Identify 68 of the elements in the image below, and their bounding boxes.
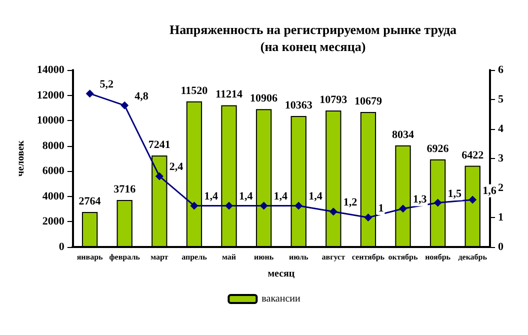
data-label: 1,5 xyxy=(448,188,462,200)
x-tick-label: апрель xyxy=(182,252,208,262)
y2-tick-label: 1 xyxy=(498,212,504,224)
data-label: 11520 xyxy=(180,84,208,97)
y-tick-label: 0 xyxy=(58,241,65,253)
y2-tick-label: 2 xyxy=(498,182,504,194)
y-tick-label: 12000 xyxy=(36,89,65,102)
point xyxy=(399,204,407,213)
data-label: 10363 xyxy=(284,99,313,112)
data-label: 3716 xyxy=(114,184,136,196)
data-label: 5,2 xyxy=(100,78,114,91)
data-label: 1,4 xyxy=(239,190,254,203)
x-tick-label: июнь xyxy=(254,252,274,262)
y2-tick-label: 5 xyxy=(498,94,504,106)
x-tick-label: октябрь xyxy=(388,252,418,262)
data-label: 8034 xyxy=(392,128,414,141)
x-tick-label: январь xyxy=(76,252,104,262)
data-label: 4,8 xyxy=(134,90,149,102)
y-tick-label: 14000 xyxy=(36,64,65,76)
point xyxy=(225,202,233,210)
point xyxy=(260,202,268,210)
x-tick-label: сентябрь xyxy=(352,252,386,262)
y-axis-title: человек xyxy=(16,140,26,177)
data-label: 1,4 xyxy=(308,190,323,203)
point xyxy=(120,101,129,110)
data-label: 1,3 xyxy=(413,194,428,206)
data-label: 6926 xyxy=(426,142,450,155)
data-label: 11214 xyxy=(216,88,243,101)
x-tick-label: ноябрь xyxy=(425,252,452,262)
x-tick-label: декабрь xyxy=(458,252,488,262)
data-label: 2764 xyxy=(78,196,102,208)
y-tick-label: 6000 xyxy=(42,165,65,178)
y-tick-label: 4000 xyxy=(42,190,65,202)
y-tick-label: 8000 xyxy=(42,140,65,152)
y-tick-label: 10000 xyxy=(36,114,65,127)
point xyxy=(190,202,198,210)
legend-label: вакансии xyxy=(262,294,301,304)
y2-tick-label: 4 xyxy=(498,123,504,135)
point xyxy=(155,172,164,180)
point xyxy=(434,198,442,207)
x-tick-label: февраль xyxy=(109,252,141,262)
data-label: 10679 xyxy=(354,95,382,108)
data-label: 1 xyxy=(378,202,384,214)
point xyxy=(294,202,303,210)
data-label: 2,4 xyxy=(169,161,184,174)
data-label: 10906 xyxy=(250,92,278,105)
data-label: 6422 xyxy=(462,149,484,162)
data-label: 1,4 xyxy=(274,190,288,203)
data-label: 7241 xyxy=(148,138,170,151)
point xyxy=(329,208,338,216)
x-axis-title: месяц xyxy=(268,268,295,280)
point xyxy=(364,214,372,222)
data-label: 10793 xyxy=(320,94,348,106)
chart-title: Напряженность на регистрируемом рынке труда xyxy=(169,22,458,37)
x-tick-label: май xyxy=(222,252,236,262)
data-label: 1,4 xyxy=(204,190,218,203)
x-tick-label: март xyxy=(150,252,168,262)
x-tick-label: июль xyxy=(288,252,309,262)
y2-tick-label: 6 xyxy=(498,64,504,76)
point xyxy=(86,90,94,98)
point xyxy=(468,196,477,204)
chart-subtitle: (на конец месяца) xyxy=(260,39,366,54)
y2-tick-label: 3 xyxy=(498,152,504,164)
data-label: 1,2 xyxy=(343,196,358,209)
y-tick-label: 2000 xyxy=(42,216,65,228)
data-label: 1,6 xyxy=(482,184,497,197)
x-tick-label: август xyxy=(322,252,346,262)
y2-tick-label: 0 xyxy=(498,241,504,253)
